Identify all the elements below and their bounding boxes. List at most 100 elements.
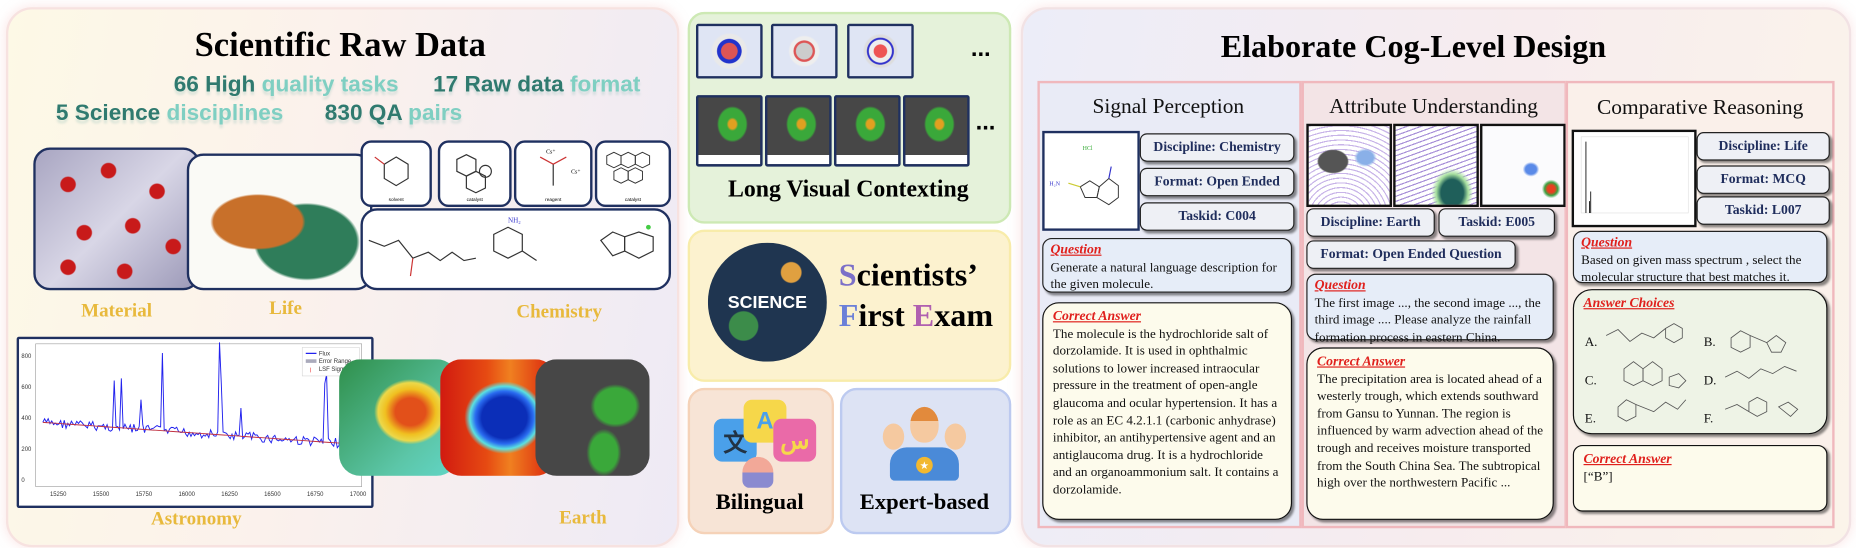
stat-text: disciplines <box>166 101 284 127</box>
chemistry-reaction-image: NH₂ <box>360 208 672 291</box>
expert-group-icon: ★ <box>882 402 967 481</box>
life-protein-image <box>186 153 373 291</box>
svg-text:H₂N: H₂N <box>1049 182 1060 188</box>
answer-text: The molecule is the hydrochloride salt o… <box>1052 326 1279 498</box>
answer-header: Correct Answer <box>1317 354 1406 369</box>
question-header: Question <box>1314 278 1366 293</box>
question-header: Question <box>1050 242 1102 257</box>
lsf-line <box>42 421 354 445</box>
chem-caption: solvent <box>388 196 404 203</box>
cog-level-design-title: Elaborate Cog-Level Design <box>1220 28 1607 65</box>
weather-contour-image-2 <box>1393 123 1479 208</box>
arabic-char-icon: س <box>773 418 817 462</box>
y-tick-label: 0 <box>21 478 25 484</box>
chemistry-label: Chemistry <box>516 302 602 323</box>
choice-a[interactable]: A. <box>1584 335 1598 350</box>
chem-caption: catalyst <box>624 196 642 203</box>
astronomy-label: Astronomy <box>151 509 242 530</box>
choice-c[interactable]: C. <box>1584 373 1597 388</box>
science-logo-text: SCIENCE <box>727 292 808 313</box>
title-text: cientists’ <box>856 256 978 293</box>
earth-radar-image-3 <box>535 359 650 476</box>
life-label: Life <box>269 298 302 319</box>
signal-perception-title: Signal Perception <box>1092 93 1245 118</box>
molecule-drawing <box>456 154 492 194</box>
chem-caption: reagent <box>545 196 562 203</box>
expert-side-head <box>944 423 967 450</box>
protein-surface-image-3 <box>847 23 914 79</box>
more-ellipsis: ... <box>975 109 996 136</box>
legend-entry: Flux <box>319 352 330 358</box>
y-tick-label: 600 <box>21 385 32 391</box>
stat-text: Raw data <box>464 72 564 98</box>
taskid-tag: Taskid: E005 <box>1438 208 1555 237</box>
glyph: A <box>756 407 774 434</box>
format-tag: Format: MCQ <box>1696 165 1830 194</box>
glyph: س <box>780 427 810 454</box>
stat-text: quality tasks <box>261 72 399 98</box>
title-line-2: First Exam <box>839 295 993 335</box>
stat-disciplines: 5 Science disciplines <box>56 101 283 127</box>
y-tick-label: 400 <box>21 416 32 422</box>
title-initial: E <box>912 297 935 334</box>
x-tick-label: 16250 <box>221 492 238 498</box>
question-box: Question Based on given mass spectrum , … <box>1572 230 1828 284</box>
choice-d[interactable]: D. <box>1703 373 1717 388</box>
x-tick-label: 17000 <box>350 492 367 498</box>
title-initial: F <box>838 297 859 334</box>
stat-formats: 17 Raw data format <box>433 73 640 99</box>
weather-contour-image-1 <box>1306 123 1392 208</box>
discipline-tag: Discipline: Life <box>1696 132 1830 161</box>
stat-number: 830 <box>324 101 363 127</box>
material-label: Material <box>81 301 153 322</box>
star-badge-icon: ★ <box>916 456 933 474</box>
answer-text: [“B”] <box>1583 469 1613 484</box>
x-tick-label: 16000 <box>178 492 195 498</box>
correct-answer-box: Correct Answer [“B”] <box>1572 444 1828 512</box>
question-text: The first image ..., the second image ..… <box>1314 295 1541 345</box>
legend-entry: Error Range <box>319 359 352 365</box>
long-visual-contexting-title: Long Visual Contexting <box>727 176 969 203</box>
molecule-drawing <box>374 156 409 187</box>
choice-b[interactable]: B. <box>1703 335 1716 350</box>
mass-spectrum-image <box>1571 129 1697 228</box>
title-line-1: Scientists’ <box>839 255 993 295</box>
earth-label: Earth <box>559 508 607 529</box>
chemistry-catalyst-image: catalyst <box>437 140 512 208</box>
astronomy-plot-svg: 0 200 400 600 800 15250 15500 15750 16000 16250 16… <box>21 342 367 498</box>
title-text: irst <box>858 297 913 334</box>
molecule-drawing <box>606 151 651 184</box>
x-tick-label: 15500 <box>93 492 110 498</box>
format-tag: Format: Open Ended <box>1139 167 1295 197</box>
choices-header: Answer Choices <box>1583 296 1675 311</box>
flux-line <box>42 342 354 449</box>
person-icon <box>742 456 774 488</box>
svg-text:Cs⁺: Cs⁺ <box>546 148 555 155</box>
stat-number: 17 <box>433 72 459 98</box>
stat-text: Science <box>74 101 161 127</box>
bilingual-label: Bilingual <box>715 490 804 516</box>
earth-radar-image-1 <box>339 359 459 476</box>
molecule-drawing: HCl H₂N <box>1049 146 1119 206</box>
title-initial: S <box>838 256 857 293</box>
answer-header: Correct Answer <box>1052 309 1141 324</box>
discipline-tag: Discipline: Chemistry <box>1139 133 1295 162</box>
taskid-tag: Taskid: C004 <box>1139 202 1295 231</box>
answer-header: Correct Answer <box>1583 452 1672 467</box>
weather-map-image-4 <box>903 95 970 167</box>
weather-map-image-2 <box>765 95 832 167</box>
glyph: 文 <box>723 430 748 457</box>
expert-based-label: Expert-based <box>859 490 990 516</box>
choice-f[interactable]: F. <box>1703 411 1714 426</box>
legend-entry: LSF Sigma <box>319 367 349 373</box>
correct-answer-box: Correct Answer The precipitation area is… <box>1306 347 1554 520</box>
raw-data-title: Scientific Raw Data <box>194 26 486 65</box>
stat-text: High <box>205 72 256 98</box>
science-logo: SCIENCE <box>707 242 827 362</box>
protein-surface-image-1 <box>695 23 763 79</box>
weather-map-image-1 <box>695 95 763 167</box>
choice-e[interactable]: E. <box>1584 411 1597 426</box>
title-text: xam <box>934 297 994 334</box>
x-tick-label: 15250 <box>50 492 67 498</box>
stat-text: QA <box>368 101 402 127</box>
